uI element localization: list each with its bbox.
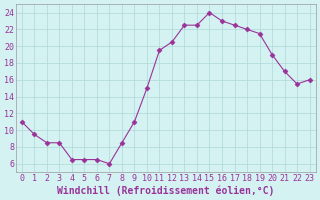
X-axis label: Windchill (Refroidissement éolien,°C): Windchill (Refroidissement éolien,°C): [57, 185, 274, 196]
